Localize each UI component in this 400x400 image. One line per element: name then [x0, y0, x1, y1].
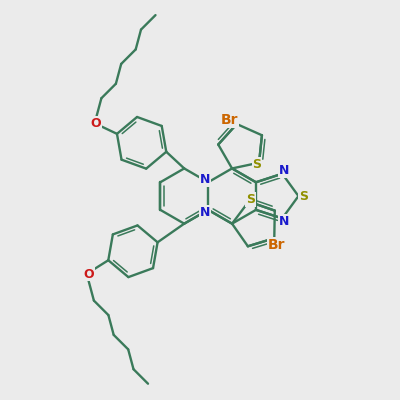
- Text: S: S: [299, 190, 308, 202]
- Text: O: O: [91, 117, 101, 130]
- Text: N: N: [200, 173, 210, 186]
- Text: O: O: [83, 268, 94, 280]
- Text: N: N: [279, 164, 289, 178]
- Text: S: S: [246, 193, 255, 206]
- Text: N: N: [279, 215, 289, 228]
- Text: Br: Br: [221, 113, 238, 127]
- Text: N: N: [200, 206, 210, 219]
- Text: S: S: [252, 158, 262, 171]
- Text: Br: Br: [268, 238, 285, 252]
